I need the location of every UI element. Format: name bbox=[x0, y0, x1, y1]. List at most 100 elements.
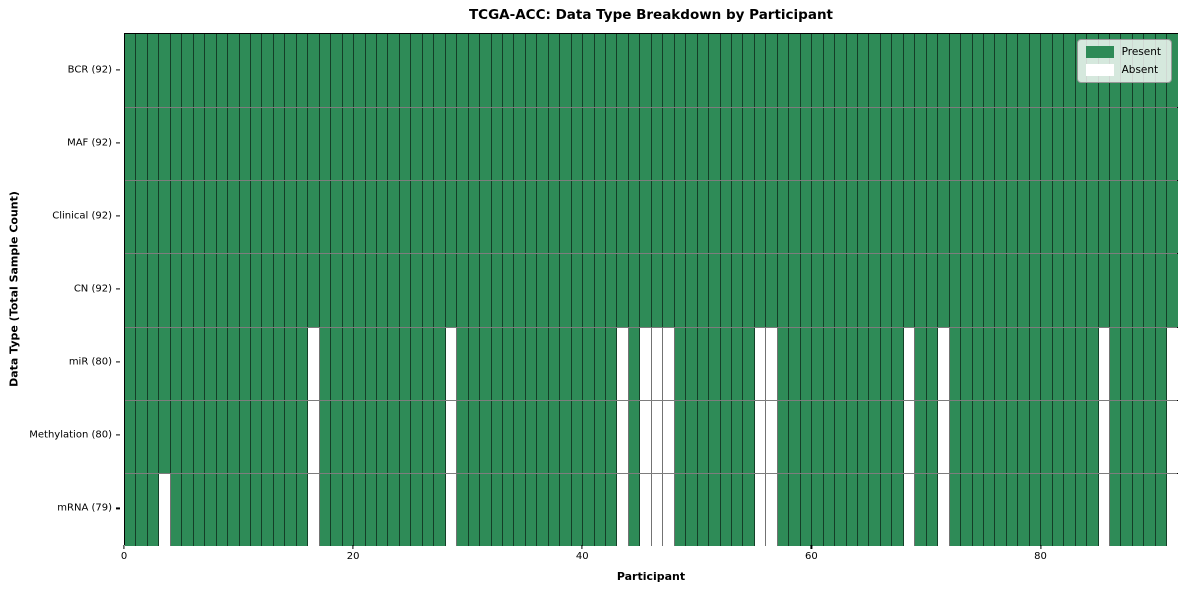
heatmap-cell bbox=[262, 400, 274, 473]
heatmap-cell bbox=[388, 473, 400, 546]
heatmap-cell bbox=[560, 181, 572, 254]
heatmap-cell bbox=[651, 34, 664, 108]
heatmap-cell bbox=[1018, 327, 1030, 400]
heatmap-cell bbox=[250, 327, 263, 400]
heatmap-cell bbox=[239, 181, 251, 254]
heatmap-cell bbox=[732, 108, 744, 181]
heatmap-cell bbox=[296, 400, 309, 473]
heatmap-cell bbox=[1144, 473, 1156, 546]
heatmap-cell bbox=[617, 473, 629, 546]
heatmap-cell bbox=[354, 400, 366, 473]
heatmap-cell bbox=[617, 254, 629, 327]
heatmap-cell bbox=[250, 34, 263, 108]
heatmap-cell bbox=[147, 473, 160, 546]
heatmap-cell bbox=[193, 327, 206, 400]
heatmap-cell bbox=[732, 254, 744, 327]
heatmap-cell bbox=[147, 108, 160, 181]
heatmap-row-methylation bbox=[125, 399, 1178, 473]
heatmap-cell bbox=[273, 254, 286, 327]
heatmap-cell bbox=[491, 181, 503, 254]
heatmap-cell bbox=[285, 254, 297, 327]
heatmap-cell bbox=[560, 473, 572, 546]
heatmap-cell bbox=[892, 473, 904, 546]
heatmap-cell bbox=[399, 327, 412, 400]
heatmap-cell bbox=[1144, 400, 1156, 473]
heatmap-cell bbox=[1041, 108, 1053, 181]
heatmap-cell bbox=[846, 108, 858, 181]
heatmap-cell bbox=[239, 400, 251, 473]
legend: Present Absent bbox=[1076, 39, 1172, 83]
heatmap-cell bbox=[262, 327, 274, 400]
heatmap-cell bbox=[411, 400, 423, 473]
heatmap-cell bbox=[388, 327, 400, 400]
heatmap-cell bbox=[777, 181, 790, 254]
heatmap-cell bbox=[457, 34, 469, 108]
heatmap-cell bbox=[812, 400, 824, 473]
heatmap-cell bbox=[422, 327, 435, 400]
heatmap-cell bbox=[434, 108, 446, 181]
heatmap-cell bbox=[995, 181, 1007, 254]
heatmap-cell bbox=[1098, 181, 1110, 254]
heatmap-cell bbox=[354, 108, 366, 181]
heatmap-cell bbox=[1029, 400, 1042, 473]
heatmap-row-bcr bbox=[125, 34, 1178, 108]
heatmap-cell bbox=[560, 108, 572, 181]
heatmap-cell bbox=[812, 108, 824, 181]
heatmap-cell bbox=[411, 108, 423, 181]
heatmap-cell bbox=[1064, 254, 1076, 327]
heatmap-cell bbox=[228, 327, 240, 400]
y-tick-label: CN (92) bbox=[73, 283, 112, 295]
heatmap-cell bbox=[193, 108, 206, 181]
heatmap-cell bbox=[1029, 34, 1042, 108]
heatmap-cell bbox=[376, 473, 389, 546]
heatmap-cell bbox=[1087, 254, 1099, 327]
heatmap-cell bbox=[1041, 327, 1053, 400]
heatmap-cell bbox=[1064, 181, 1076, 254]
heatmap-cell bbox=[468, 400, 481, 473]
heatmap-cell bbox=[1155, 254, 1168, 327]
heatmap-cell bbox=[926, 254, 939, 327]
heatmap-cell bbox=[136, 181, 148, 254]
heatmap-cell bbox=[1029, 108, 1042, 181]
heatmap-cell bbox=[170, 327, 183, 400]
heatmap-cell bbox=[777, 108, 790, 181]
heatmap-cell bbox=[1075, 254, 1088, 327]
heatmap-cell bbox=[869, 327, 881, 400]
heatmap-cell bbox=[583, 108, 595, 181]
heatmap-cell bbox=[457, 108, 469, 181]
heatmap-cell bbox=[583, 400, 595, 473]
heatmap-cell bbox=[502, 34, 515, 108]
heatmap-cell bbox=[846, 181, 858, 254]
x-tick-mark bbox=[581, 545, 583, 549]
x-tick-label: 0 bbox=[120, 551, 128, 562]
heatmap-cell bbox=[651, 327, 664, 400]
heatmap-cell bbox=[949, 108, 962, 181]
heatmap-cell bbox=[457, 181, 469, 254]
heatmap-cell bbox=[892, 108, 904, 181]
heatmap-cell bbox=[1018, 181, 1030, 254]
heatmap-cell bbox=[434, 400, 446, 473]
heatmap-cell bbox=[205, 327, 217, 400]
heatmap-cell bbox=[319, 327, 332, 400]
heatmap-cell bbox=[628, 400, 641, 473]
heatmap-cell bbox=[972, 108, 984, 181]
heatmap-cell bbox=[869, 181, 881, 254]
heatmap-cell bbox=[697, 254, 710, 327]
heatmap-cell bbox=[835, 327, 847, 400]
heatmap-cell bbox=[434, 327, 446, 400]
heatmap-cell bbox=[983, 181, 996, 254]
heatmap-cell bbox=[972, 473, 984, 546]
heatmap-cell bbox=[961, 254, 973, 327]
heatmap-cell bbox=[880, 254, 893, 327]
heatmap-cell bbox=[514, 400, 526, 473]
heatmap-cell bbox=[858, 108, 870, 181]
heatmap-cell bbox=[136, 327, 148, 400]
heatmap-cell bbox=[594, 473, 607, 546]
heatmap-cell bbox=[754, 34, 767, 108]
heatmap-cell bbox=[709, 34, 721, 108]
heatmap-cell bbox=[961, 181, 973, 254]
heatmap-cell bbox=[548, 400, 561, 473]
heatmap-cell bbox=[949, 181, 962, 254]
heatmap-cell bbox=[514, 327, 526, 400]
heatmap-cell bbox=[972, 327, 984, 400]
